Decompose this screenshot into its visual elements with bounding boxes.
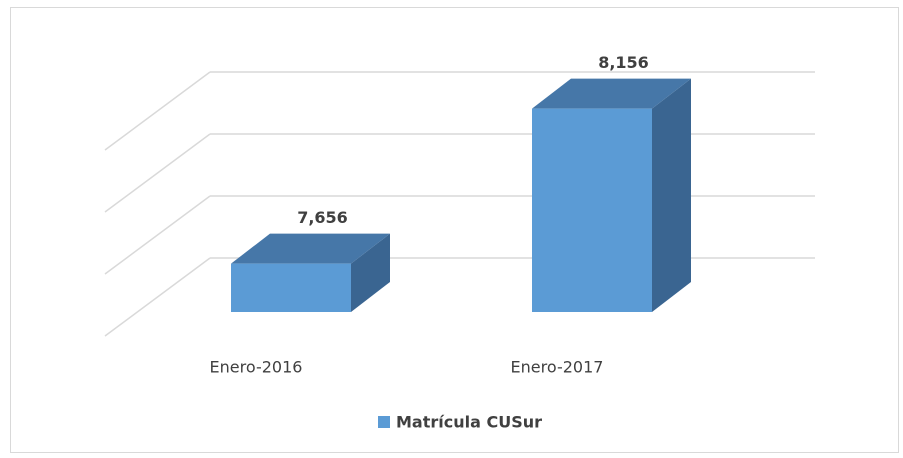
data-label: 7,656 bbox=[297, 208, 348, 227]
grid-line-side bbox=[104, 195, 211, 275]
x-tick-label: Enero-2017 bbox=[511, 358, 604, 377]
chart-frame bbox=[10, 7, 899, 453]
grid-line-side bbox=[104, 133, 211, 213]
bar-side bbox=[351, 233, 390, 312]
grid-line-side bbox=[104, 257, 211, 337]
bar bbox=[532, 108, 652, 312]
bar-side bbox=[652, 78, 691, 312]
legend-label: Matrícula CUSur bbox=[396, 413, 542, 432]
legend-swatch bbox=[378, 416, 390, 428]
bar-top bbox=[231, 233, 390, 264]
data-label: 8,156 bbox=[598, 53, 649, 72]
grid-line-side bbox=[104, 71, 211, 151]
bar-top bbox=[532, 78, 691, 109]
x-tick-label: Enero-2016 bbox=[210, 358, 303, 377]
bar bbox=[231, 263, 351, 312]
